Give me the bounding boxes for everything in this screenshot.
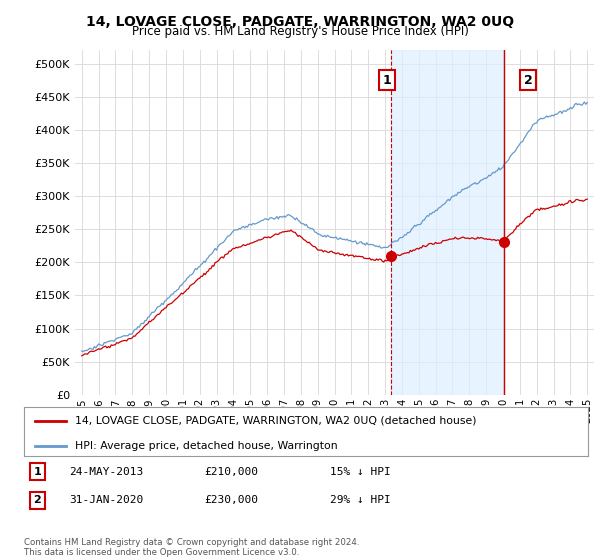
Bar: [391, 50, 505, 395]
Text: 24-MAY-2013: 24-MAY-2013: [69, 466, 143, 477]
Text: Price paid vs. HM Land Registry's House Price Index (HPI): Price paid vs. HM Land Registry's House …: [131, 25, 469, 38]
Text: 14, LOVAGE CLOSE, PADGATE, WARRINGTON, WA2 0UQ: 14, LOVAGE CLOSE, PADGATE, WARRINGTON, W…: [86, 15, 514, 29]
Text: 14, LOVAGE CLOSE, PADGATE, WARRINGTON, WA2 0UQ (detached house): 14, LOVAGE CLOSE, PADGATE, WARRINGTON, W…: [75, 416, 476, 426]
Text: 15% ↓ HPI: 15% ↓ HPI: [330, 466, 391, 477]
Text: 2: 2: [34, 495, 41, 505]
Text: 1: 1: [34, 466, 41, 477]
Text: 2: 2: [524, 74, 533, 87]
Text: £230,000: £230,000: [204, 495, 258, 505]
Text: HPI: Average price, detached house, Warrington: HPI: Average price, detached house, Warr…: [75, 441, 337, 451]
Text: 31-JAN-2020: 31-JAN-2020: [69, 495, 143, 505]
Text: 29% ↓ HPI: 29% ↓ HPI: [330, 495, 391, 505]
Text: Contains HM Land Registry data © Crown copyright and database right 2024.
This d: Contains HM Land Registry data © Crown c…: [24, 538, 359, 557]
Text: 1: 1: [382, 74, 391, 87]
Text: £210,000: £210,000: [204, 466, 258, 477]
